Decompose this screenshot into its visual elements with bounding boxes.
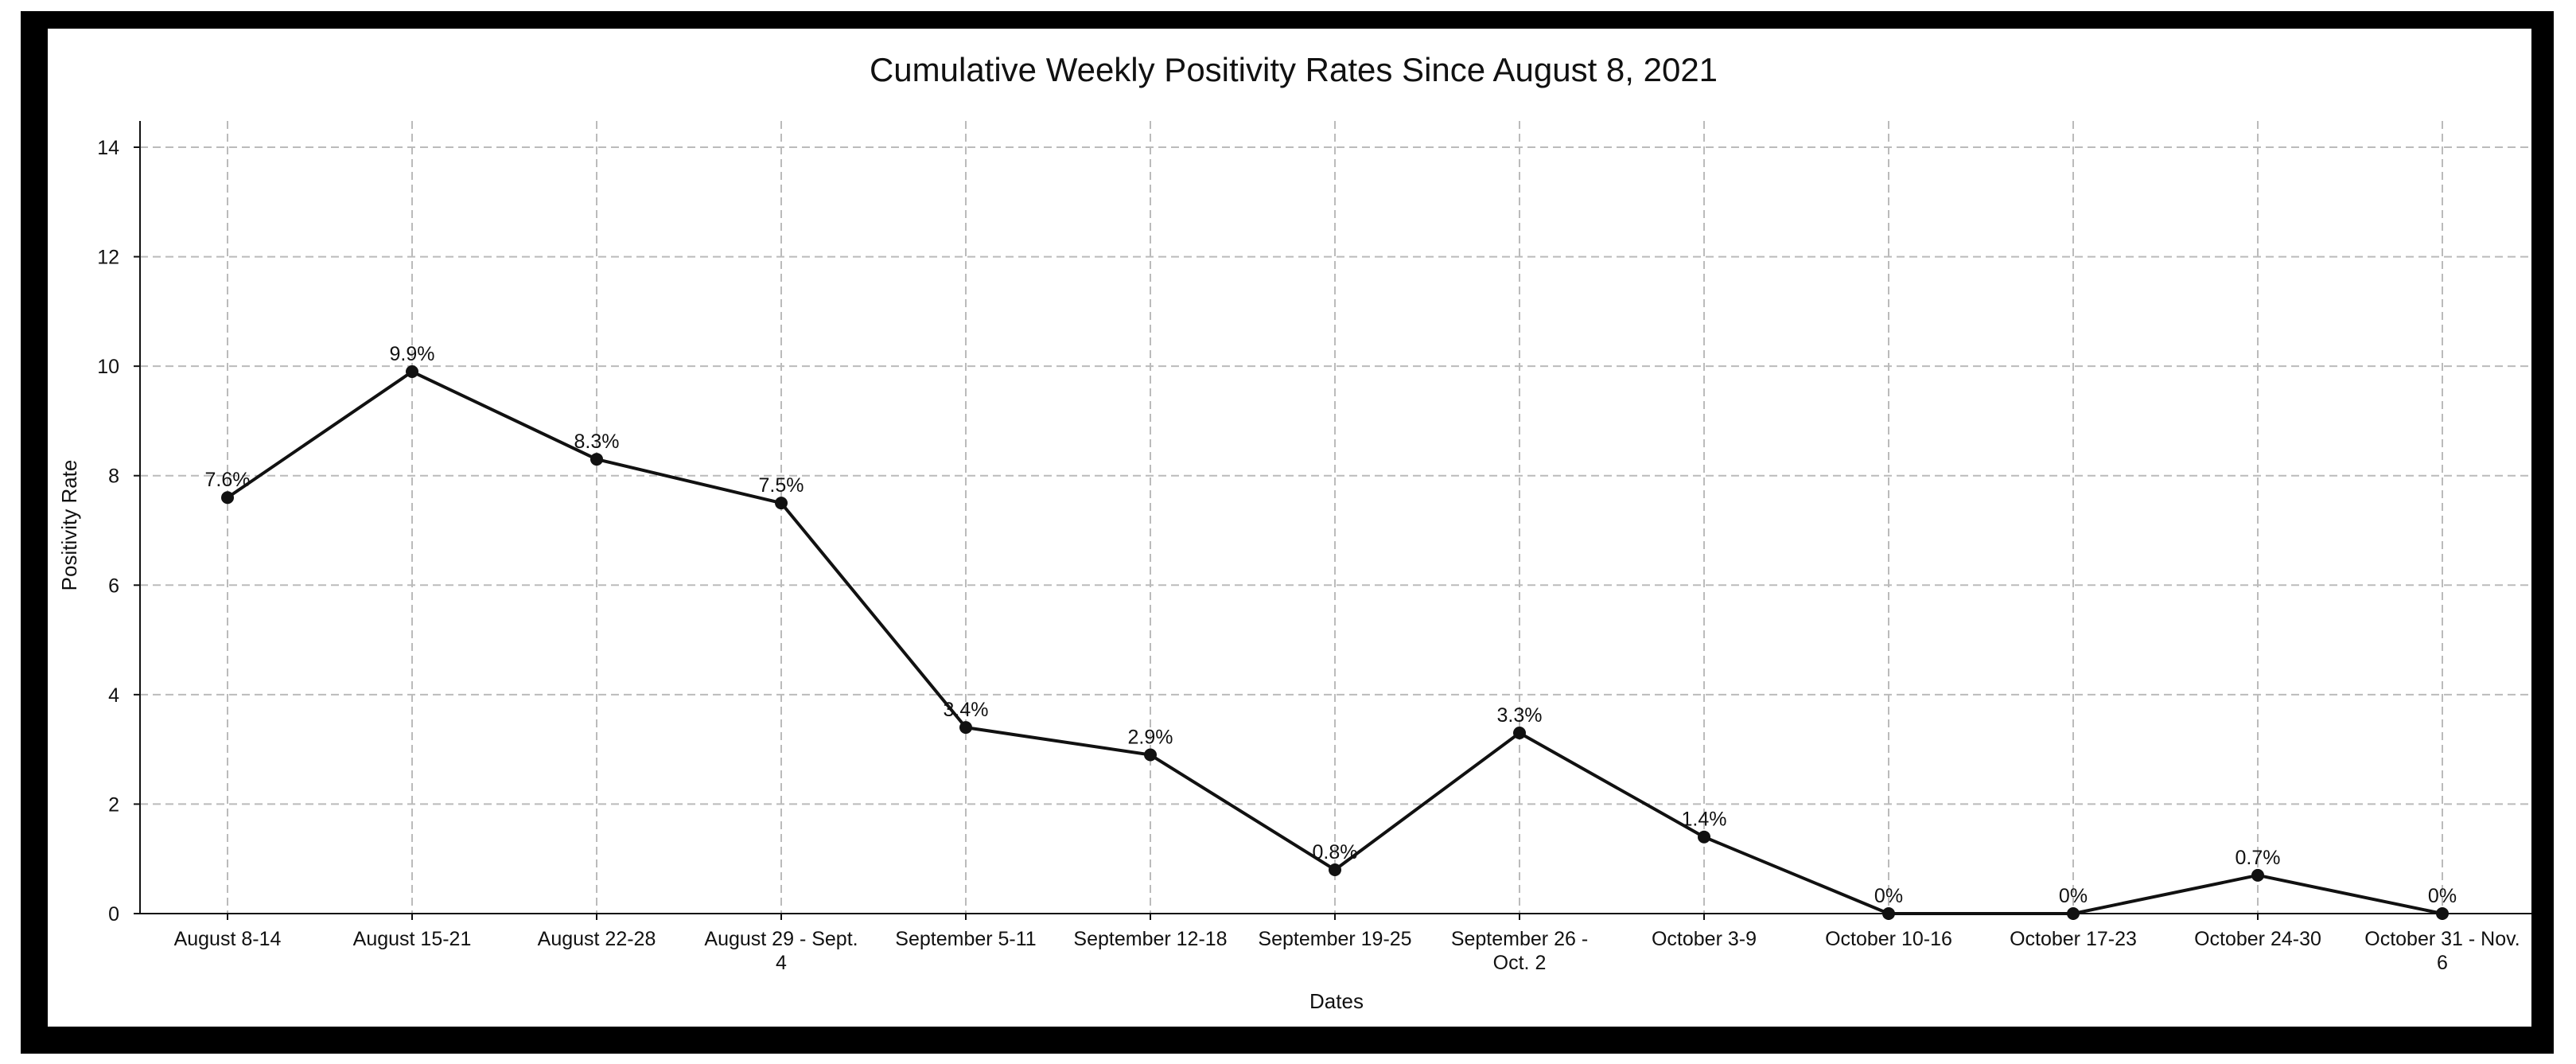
y-tick-label: 12 [97, 247, 119, 269]
data-label: 0.7% [2236, 847, 2281, 869]
y-tick-label: 8 [108, 466, 119, 488]
data-label: 7.6% [205, 469, 251, 491]
data-point [1144, 748, 1157, 762]
x-tick-label: August 29 - Sept. 4 [704, 928, 858, 974]
axes [139, 121, 2535, 914]
data-label: 8.3% [574, 431, 620, 453]
grid-lines [140, 121, 2535, 914]
series: 7.6% 9.9% 8.3% 7.5% 3.4% 2.9% 0.8% 3.3% 1.4% 0% 0%… [205, 343, 2457, 920]
data-label: 0.8% [1313, 841, 1358, 863]
y-tick-label: 10 [97, 356, 119, 378]
data-label: 2.9% [1128, 727, 1173, 749]
chart-canvas: Cumulative Weekly Positivity Rates Since… [48, 29, 2535, 1027]
data-point [1513, 727, 1526, 740]
data-point [1698, 830, 1710, 844]
x-tick-label: August 15-21 [353, 928, 472, 950]
y-tick-label: 0 [108, 903, 119, 926]
data-label: 0% [2428, 885, 2457, 907]
data-label: 7.5% [759, 474, 804, 497]
x-axis-ticks: August 8-14 August 15-21 August 22-28 Augus… [174, 914, 2520, 974]
data-point [1882, 907, 1895, 920]
y-tick-label: 2 [108, 793, 119, 816]
x-tick-label: August 8-14 [174, 928, 282, 950]
data-label: 0% [2059, 885, 2088, 907]
y-tick-label: 4 [108, 684, 119, 707]
chart-title: Cumulative Weekly Positivity Rates Since… [870, 51, 1718, 88]
y-axis-ticks: 0 2 4 6 8 10 12 14 [97, 137, 140, 926]
data-point [2436, 907, 2449, 920]
x-tick-label: August 22-28 [538, 928, 656, 950]
x-tick-label: September 19-25 [1258, 928, 1411, 950]
data-point [2067, 907, 2080, 920]
x-tick-label: October 10-16 [1825, 928, 1952, 950]
x-tick-label: October 31 - Nov. 6 [2364, 928, 2520, 974]
y-tick-label: 14 [97, 137, 119, 159]
data-point [221, 491, 234, 505]
x-tick-label: October 17-23 [2010, 928, 2137, 950]
data-point [406, 365, 418, 379]
x-tick-label: September 5-11 [895, 928, 1036, 950]
data-label: 1.4% [1682, 809, 1727, 831]
y-tick-label: 6 [108, 575, 119, 597]
x-tick-label: September 12-18 [1073, 928, 1227, 950]
x-tick-label: October 3-9 [1652, 928, 1757, 950]
x-tick-label: September 26 -Oct. 2 [1451, 928, 1588, 974]
data-point [1329, 863, 1341, 876]
x-axis-label: Dates [1309, 989, 1364, 1013]
data-label: 3.3% [1497, 704, 1543, 727]
data-label: 0% [1874, 885, 1903, 907]
line-chart: Cumulative Weekly Positivity Rates Since… [57, 51, 2535, 1013]
data-point [2251, 868, 2264, 882]
data-label: 3.4% [944, 699, 989, 721]
data-point [590, 453, 603, 466]
data-point [775, 497, 788, 510]
data-point [959, 721, 972, 735]
y-axis-label: Positivity Rate [57, 460, 81, 591]
data-label: 9.9% [390, 343, 435, 365]
x-tick-label: October 24-30 [2194, 928, 2321, 950]
